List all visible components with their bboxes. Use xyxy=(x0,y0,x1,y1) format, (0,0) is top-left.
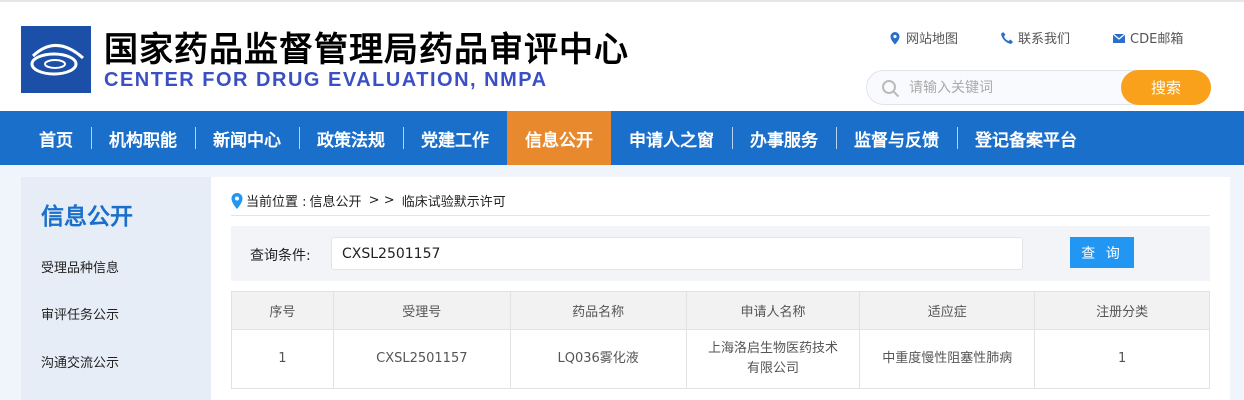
col-applicant: 申请人名称 xyxy=(685,291,861,330)
breadcrumb: 当前位置 : 信息公开 > > 临床试验默示许可 xyxy=(231,191,506,210)
email-link[interactable]: CDE邮箱 xyxy=(1112,28,1183,47)
sitemap-link[interactable]: 网站地图 xyxy=(888,28,958,47)
sidebar-item-accepted-varieties[interactable]: 受理品种信息 xyxy=(41,261,120,276)
query-label: 查询条件: xyxy=(250,248,311,264)
sidebar: 信息公开 受理品种信息 审评任务公示 沟通交流公示 xyxy=(21,177,211,400)
nav-applicant[interactable]: 申请人之窗 xyxy=(629,130,714,151)
nav-home[interactable]: 首页 xyxy=(39,130,73,151)
nav-functions[interactable]: 机构职能 xyxy=(91,111,195,165)
nav-policy[interactable]: 政策法规 xyxy=(299,111,403,165)
breadcrumb-sep: > > xyxy=(364,193,399,208)
site-title-cn: 国家药品监督管理局药品审评中心 xyxy=(104,30,629,70)
divider xyxy=(231,215,1210,216)
nav-services[interactable]: 办事服务 xyxy=(732,111,836,165)
query-panel: 查询条件: 查 询 xyxy=(231,226,1210,281)
breadcrumb-prefix: 当前位置 : xyxy=(246,195,307,210)
nav-info-disclosure[interactable]: 信息公开 xyxy=(507,111,611,165)
cell-acceptance-no: CXSL2501157 xyxy=(332,329,511,389)
email-label: CDE邮箱 xyxy=(1130,32,1184,47)
breadcrumb-info[interactable]: 信息公开 xyxy=(309,195,362,210)
sidebar-item-communication[interactable]: 沟通交流公示 xyxy=(41,356,120,371)
col-drug-name: 药品名称 xyxy=(509,291,687,330)
nav-news[interactable]: 新闻中心 xyxy=(195,111,299,165)
contact-link[interactable]: 联系我们 xyxy=(1000,28,1070,47)
cell-indication: 中重度慢性阻塞性肺病 xyxy=(859,329,1036,389)
col-index: 序号 xyxy=(231,291,334,330)
phone-icon xyxy=(1001,31,1014,44)
search-button[interactable]: 搜索 xyxy=(1121,70,1211,105)
search-icon xyxy=(882,80,900,98)
sidebar-title: 信息公开 xyxy=(41,204,133,230)
site-title-en: CENTER FOR DRUG EVALUATION, NMPA xyxy=(104,69,548,91)
nav-registration[interactable]: 登记备案平台 xyxy=(957,111,1095,165)
map-pin-icon xyxy=(890,31,900,44)
cell-applicant: 上海洛启生物医药技术有限公司 xyxy=(685,329,861,389)
col-reg-class: 注册分类 xyxy=(1034,291,1210,330)
site-search: 搜索 xyxy=(866,70,1211,105)
breadcrumb-current[interactable]: 临床试验默示许可 xyxy=(401,195,506,210)
results-table: 序号 受理号 药品名称 申请人名称 适应症 注册分类 1 CXSL2501157… xyxy=(231,291,1210,389)
col-acceptance-no: 受理号 xyxy=(332,291,511,330)
cell-index: 1 xyxy=(231,329,334,389)
main-content: 当前位置 : 信息公开 > > 临床试验默示许可 查询条件: 查 询 序号 受理… xyxy=(211,177,1230,400)
query-input[interactable] xyxy=(331,237,1023,270)
cell-reg-class: 1 xyxy=(1034,329,1210,389)
search-input[interactable] xyxy=(909,78,1119,98)
table-row: 1 CXSL2501157 LQ036雾化液 上海洛启生物医药技术有限公司 中重… xyxy=(231,329,1210,389)
nav-feedback[interactable]: 监督与反馈 xyxy=(836,111,957,165)
site-header: 国家药品监督管理局药品审评中心 CENTER FOR DRUG EVALUATI… xyxy=(0,0,1244,111)
sitemap-label: 网站地图 xyxy=(906,32,959,47)
location-icon xyxy=(231,192,243,209)
cell-drug-name: LQ036雾化液 xyxy=(509,329,687,389)
nav-party[interactable]: 党建工作 xyxy=(403,111,507,165)
main-nav: 首页 机构职能 新闻中心 政策法规 党建工作 信息公开 申请人之窗 办事服务 监… xyxy=(0,111,1244,165)
contact-label: 联系我们 xyxy=(1018,32,1071,47)
table-header-row: 序号 受理号 药品名称 申请人名称 适应症 注册分类 xyxy=(231,291,1210,330)
query-button[interactable]: 查 询 xyxy=(1070,237,1134,268)
sidebar-item-review-tasks[interactable]: 审评任务公示 xyxy=(41,308,120,323)
cde-logo[interactable] xyxy=(21,26,91,93)
mail-icon xyxy=(1112,33,1126,43)
col-indication: 适应症 xyxy=(859,291,1036,330)
